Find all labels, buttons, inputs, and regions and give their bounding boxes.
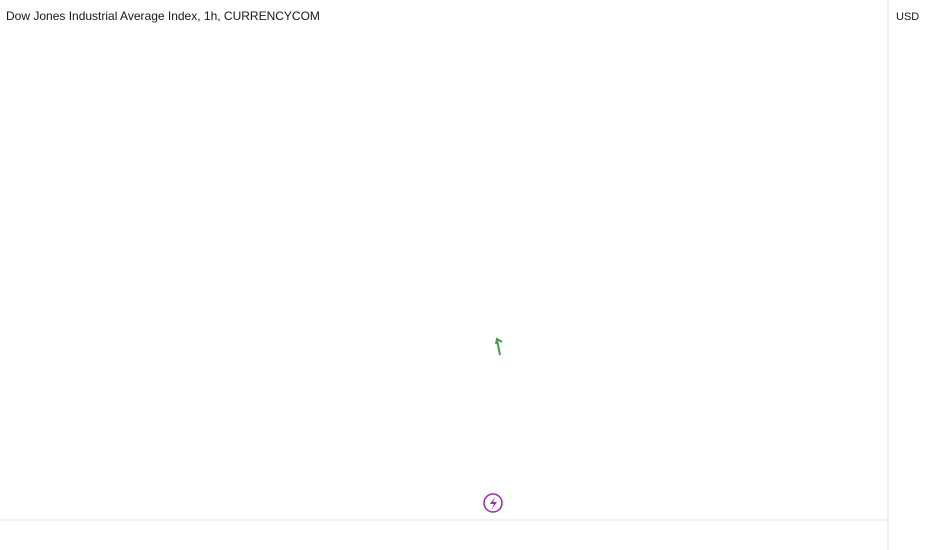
lightning bbox=[490, 497, 497, 510]
chart-title: Dow Jones Industrial Average Index, 1h, … bbox=[6, 9, 320, 23]
currency: USD bbox=[896, 11, 919, 23]
arrow bbox=[495, 337, 503, 356]
